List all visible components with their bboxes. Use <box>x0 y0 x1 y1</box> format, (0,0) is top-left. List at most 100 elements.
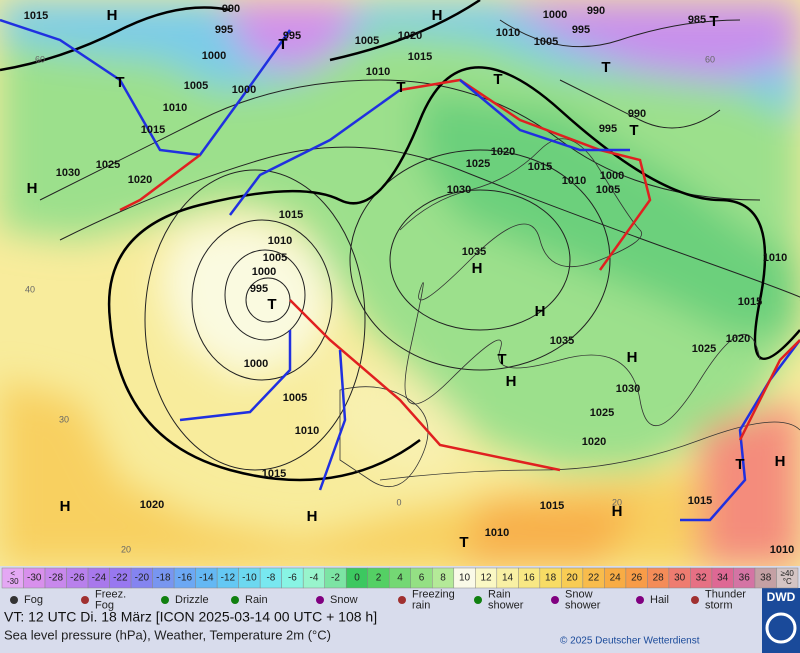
legend-label: Fog <box>24 594 43 606</box>
legend-label: storm <box>705 599 733 611</box>
scale-label: 0 <box>354 573 360 584</box>
isobar-label: 1020 <box>398 30 422 42</box>
legend-label: shower <box>565 599 601 611</box>
legend-symbol <box>398 596 406 604</box>
isobar-label: 1005 <box>184 80 208 92</box>
scale-label: 12 <box>480 573 492 584</box>
scale-label: 24 <box>610 573 622 584</box>
pressure-center: H <box>60 498 71 515</box>
legend-label: Freez. <box>95 588 126 600</box>
scale-label: 6 <box>419 573 425 584</box>
isobar-label: 1005 <box>283 392 307 404</box>
logo: DWD <box>767 590 796 604</box>
fronts <box>0 18 800 522</box>
coastlines <box>339 138 800 488</box>
scale-label: -24 <box>92 573 107 584</box>
isobar-label: 1000 <box>232 84 256 96</box>
pressure-center: H <box>27 180 38 197</box>
pressure-center: H <box>432 7 443 24</box>
legend-label: Hail <box>650 594 669 606</box>
scale-label: 32 <box>696 573 708 584</box>
pressure-center: T <box>115 74 124 91</box>
pressure-center: H <box>775 453 786 470</box>
isobar-label: 1025 <box>590 407 614 419</box>
isobar-label: 1000 <box>202 50 226 62</box>
isobar-label: 1000 <box>244 358 268 370</box>
scale-label: °C <box>783 577 792 586</box>
legend-symbol <box>161 596 169 604</box>
scale-label: 22 <box>588 573 600 584</box>
pressure-center: T <box>497 351 506 368</box>
scale-label: -22 <box>113 573 128 584</box>
isobar-label: 1000 <box>252 266 276 278</box>
temperature-field <box>0 0 800 566</box>
isobar-label: 995 <box>250 283 268 295</box>
isobar-label: 1015 <box>540 500 564 512</box>
pressure-center: H <box>627 349 638 366</box>
grid-label: 60 <box>35 54 45 64</box>
pressure-center: T <box>459 534 468 551</box>
isobar-label: 995 <box>215 24 233 36</box>
isobar-label: 1010 <box>485 527 509 539</box>
isobar-label: 1020 <box>140 499 164 511</box>
scale-label: -12 <box>221 573 236 584</box>
isobars <box>39 19 800 471</box>
scale-label: -18 <box>156 573 171 584</box>
isobar-label: 1010 <box>763 252 787 264</box>
copyright: © 2025 Deutscher Wetterdienst <box>560 636 700 647</box>
grid-label: 60 <box>705 54 715 64</box>
isobar-label: 1020 <box>491 146 515 158</box>
isobar-label: 1005 <box>355 35 379 47</box>
isobar-label: 1015 <box>24 10 48 22</box>
isobar-label: 1015 <box>279 209 303 221</box>
pressure-center: H <box>107 7 118 24</box>
pressure-center: T <box>709 13 718 30</box>
isobar-label: 1010 <box>366 66 390 78</box>
scale-label: 4 <box>397 573 403 584</box>
legend-symbol <box>316 596 324 604</box>
isobar-label: 1015 <box>262 468 286 480</box>
scale-label: -2 <box>331 573 340 584</box>
grid-label: 30 <box>59 414 69 424</box>
pressure-center: T <box>278 36 287 53</box>
legend-symbol <box>691 596 699 604</box>
scale-cell <box>776 567 799 589</box>
isobar-label: 1015 <box>738 296 762 308</box>
isobar-label: 1015 <box>408 51 432 63</box>
isobar-label: 1025 <box>466 158 490 170</box>
isobar-label: 1010 <box>562 175 586 187</box>
legend-label: shower <box>488 599 524 611</box>
scale-label: 16 <box>524 573 536 584</box>
grid-label: 20 <box>612 497 622 507</box>
isobar-label: 1010 <box>496 27 520 39</box>
scale-label: -4 <box>309 573 318 584</box>
isobar-label: 1020 <box>128 174 152 186</box>
legend-label: Fog <box>95 599 114 611</box>
legend-label: Snow <box>330 594 358 606</box>
legend-label: Thunder <box>705 588 746 600</box>
isobar-label: 1025 <box>692 343 716 355</box>
scale-label: -16 <box>178 573 193 584</box>
isobar-label: 995 <box>283 30 301 42</box>
description: Sea level pressure (hPa), Weather, Tempe… <box>4 627 331 642</box>
pressure-center: H <box>307 508 318 525</box>
scale-label: -26 <box>70 573 85 584</box>
isobar-label: 990 <box>628 108 646 120</box>
legend-label: Freezing <box>412 588 455 600</box>
legend-label: Rain <box>488 588 511 600</box>
legend-symbol <box>474 596 482 604</box>
isobar-label: 1030 <box>56 167 80 179</box>
pressure-center: T <box>735 456 744 473</box>
legend-symbol <box>231 596 239 604</box>
scale-label: -6 <box>288 573 297 584</box>
pressure-center: T <box>601 59 610 76</box>
isobar-label: 1025 <box>96 159 120 171</box>
scale-label: 26 <box>631 573 643 584</box>
scale-label: 2 <box>376 573 382 584</box>
legend-label: rain <box>412 599 430 611</box>
legend-label: Drizzle <box>175 594 209 606</box>
main-isobars <box>0 0 800 482</box>
isobar-label: 995 <box>599 123 617 135</box>
pressure-center: T <box>493 71 502 88</box>
